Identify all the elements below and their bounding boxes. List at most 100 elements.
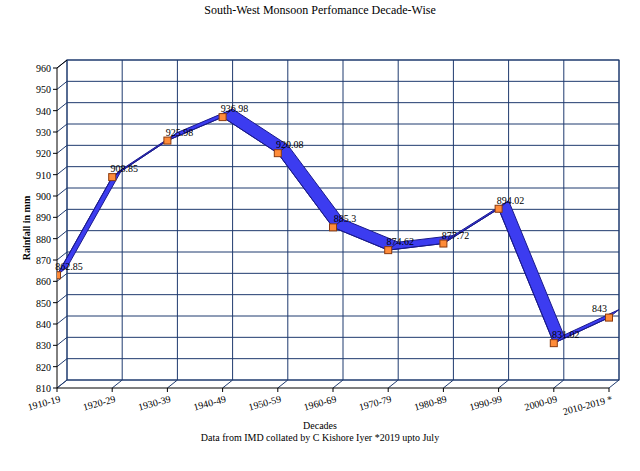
x-tick-label: 1910-19: [26, 393, 61, 412]
x-tick: [443, 388, 444, 392]
ribbon-segment: [57, 169, 122, 275]
marker: [606, 314, 613, 321]
grid-line-vertical: [177, 60, 178, 380]
y-tick-label: 910: [36, 170, 51, 181]
floor-grid-line: [443, 380, 453, 388]
y-tick-label: 920: [36, 148, 51, 159]
side-grid-line: [57, 316, 67, 324]
marker: [330, 224, 337, 231]
y-tick-label: 810: [36, 383, 51, 394]
x-tick-label: 2000-09: [523, 393, 558, 412]
series-line: [57, 117, 609, 343]
side-grid-line: [57, 252, 67, 260]
floor-grid-line: [554, 380, 564, 388]
grid-line-vertical: [122, 60, 123, 380]
data-label: 894.02: [497, 195, 525, 206]
marker: [274, 150, 281, 157]
y-tick-label: 890: [36, 212, 51, 223]
marker: [440, 240, 447, 247]
side-grid-line: [57, 380, 67, 388]
grid-line-vertical: [453, 60, 454, 380]
floor-grid-line: [499, 380, 509, 388]
y-tick: [53, 388, 57, 389]
y-tick: [53, 302, 57, 303]
grid-line-vertical: [287, 60, 288, 380]
x-tick-label: 2010-2019 *: [562, 393, 614, 417]
y-tick-label: 850: [36, 298, 51, 309]
marker: [109, 174, 116, 181]
marker: [57, 272, 61, 279]
side-grid-line: [57, 81, 67, 89]
marker: [495, 205, 502, 212]
x-tick: [498, 388, 499, 392]
y-axis: [57, 68, 58, 388]
x-tick: [112, 388, 113, 392]
y-tick: [53, 110, 57, 111]
floor-grid-line: [388, 380, 398, 388]
y-tick: [53, 366, 57, 367]
ribbon-segment: [499, 201, 564, 343]
y-tick: [53, 281, 57, 282]
x-tick-label: 1980-89: [413, 393, 448, 412]
chart: 8108208308408508608708808909009109209309…: [0, 0, 640, 471]
side-grid-line: [57, 60, 67, 68]
side-grid-line: [57, 359, 67, 367]
side-grid-line: [57, 337, 67, 345]
y-tick-label: 950: [36, 84, 51, 95]
floor-grid-line: [57, 380, 67, 388]
grid-line-vertical: [398, 60, 399, 380]
data-label: 877.72: [442, 230, 470, 241]
floor-grid-line: [112, 380, 122, 388]
floor-grid-line: [333, 380, 343, 388]
title: South-West Monsoon Perfomance Decade-Wis…: [204, 3, 436, 17]
data-label: 925.98: [166, 127, 194, 138]
side-grid-line: [57, 124, 67, 132]
y-tick-label: 900: [36, 191, 51, 202]
y-tick: [53, 324, 57, 325]
marker: [164, 137, 171, 144]
x-tick: [222, 388, 223, 392]
y-tick: [53, 132, 57, 133]
y-tick: [53, 89, 57, 90]
grid-line-vertical: [67, 60, 68, 380]
data-label: 936.98: [221, 103, 249, 114]
x-tick-label: 1970-79: [358, 393, 393, 412]
data-label: 908.85: [110, 163, 138, 174]
data-label: 831.02: [552, 329, 580, 340]
floor-grid-line: [223, 380, 233, 388]
y-tick: [53, 238, 57, 239]
side-grid-line: [57, 167, 67, 175]
y-tick-label: 880: [36, 234, 51, 245]
side-grid-line: [57, 103, 67, 111]
data-label: 885.3: [334, 213, 357, 224]
x-tick: [57, 388, 58, 392]
floor-grid-line: [609, 380, 619, 388]
axis-corner: [57, 60, 67, 68]
y-tick-label: 830: [36, 340, 51, 351]
x-tick-label: 1990-99: [468, 393, 503, 412]
y-tick: [53, 153, 57, 154]
y-tick-label: 840: [36, 319, 51, 330]
y-tick: [53, 196, 57, 197]
series-group: [57, 109, 619, 347]
y-tick-label: 960: [36, 63, 51, 74]
side-grid-line: [57, 231, 67, 239]
side-grid-line: [57, 209, 67, 217]
data-label: 874.62: [386, 236, 414, 247]
y-tick-label: 860: [36, 276, 51, 287]
y-tick: [53, 345, 57, 346]
y-tick-label: 870: [36, 255, 51, 266]
x-tick: [333, 388, 334, 392]
side-grid-line: [57, 295, 67, 303]
side-grid-line: [57, 145, 67, 153]
x-tick: [167, 388, 168, 392]
x-tick: [388, 388, 389, 392]
x-tick-label: 1930-39: [137, 393, 172, 412]
floor-grid-line: [278, 380, 288, 388]
floor-grid-line: [167, 380, 177, 388]
x-tick-label: 1940-49: [192, 393, 227, 412]
x-tick-label: 1920-29: [82, 393, 117, 412]
x-tick-label: 1960-69: [302, 393, 337, 412]
data-label: 920.08: [276, 139, 304, 150]
data-label: 843: [592, 303, 607, 314]
